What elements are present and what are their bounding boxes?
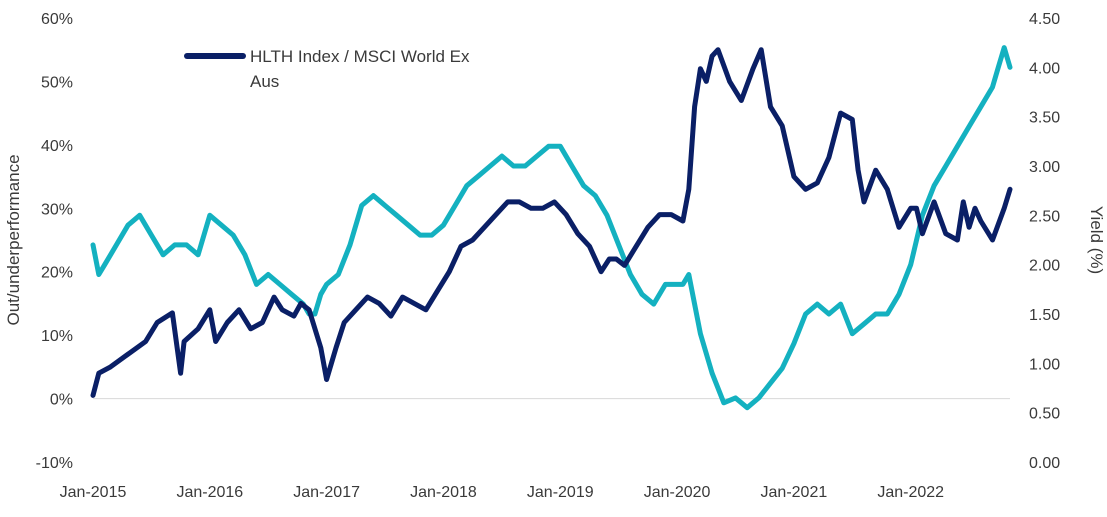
x-tick-label: Jan-2016 (176, 484, 243, 501)
x-tick-label: Jan-2021 (761, 484, 828, 501)
left-tick-label: -10% (36, 455, 73, 472)
right-tick-label: 3.00 (1029, 159, 1060, 176)
left-axis-title: Out/underperformance (4, 154, 23, 325)
right-tick-label: 0.00 (1029, 455, 1060, 472)
right-tick-label: 1.50 (1029, 307, 1060, 324)
left-tick-label: 0% (50, 392, 73, 409)
right-tick-label: 0.50 (1029, 406, 1060, 423)
legend-label-line1: HLTH Index / MSCI World Ex (250, 47, 470, 66)
x-axis-ticks: Jan-2015 Jan-2016 Jan-2017 Jan-2018 Jan-2019… (60, 484, 945, 501)
right-tick-label: 1.00 (1029, 356, 1060, 373)
left-axis-ticks: -10% 0% 10% 20% 30% 40% 50% 60% (36, 11, 73, 472)
right-tick-label: 4.00 (1029, 60, 1060, 77)
series-layer (90, 45, 1013, 411)
right-tick-label: 3.50 (1029, 110, 1060, 127)
right-tick-label: 4.50 (1029, 11, 1060, 28)
x-tick-label: Jan-2017 (293, 484, 360, 501)
left-tick-label: 40% (41, 138, 73, 155)
right-tick-label: 2.50 (1029, 208, 1060, 225)
x-tick-label: Jan-2019 (527, 484, 594, 501)
series-line-hlth-relative (90, 47, 1013, 398)
left-tick-label: 20% (41, 265, 73, 282)
series-line-yield (90, 45, 1013, 411)
x-tick-label: Jan-2018 (410, 484, 477, 501)
right-axis-ticks: 0.00 0.50 1.00 1.50 2.00 2.50 3.00 3.50 4.00 4.50 (1029, 11, 1060, 472)
left-tick-label: 60% (41, 11, 73, 28)
legend: HLTH Index / MSCI World Ex Aus (184, 47, 470, 91)
left-tick-label: 50% (41, 74, 73, 91)
x-tick-label: Jan-2022 (877, 484, 944, 501)
left-tick-label: 10% (41, 328, 73, 345)
right-tick-label: 2.00 (1029, 258, 1060, 275)
x-tick-label: Jan-2020 (644, 484, 711, 501)
legend-label-line2: Aus (250, 72, 279, 91)
right-axis-title: Yield (%) (1087, 206, 1106, 274)
x-tick-label: Jan-2015 (60, 484, 127, 501)
left-tick-label: 30% (41, 201, 73, 218)
